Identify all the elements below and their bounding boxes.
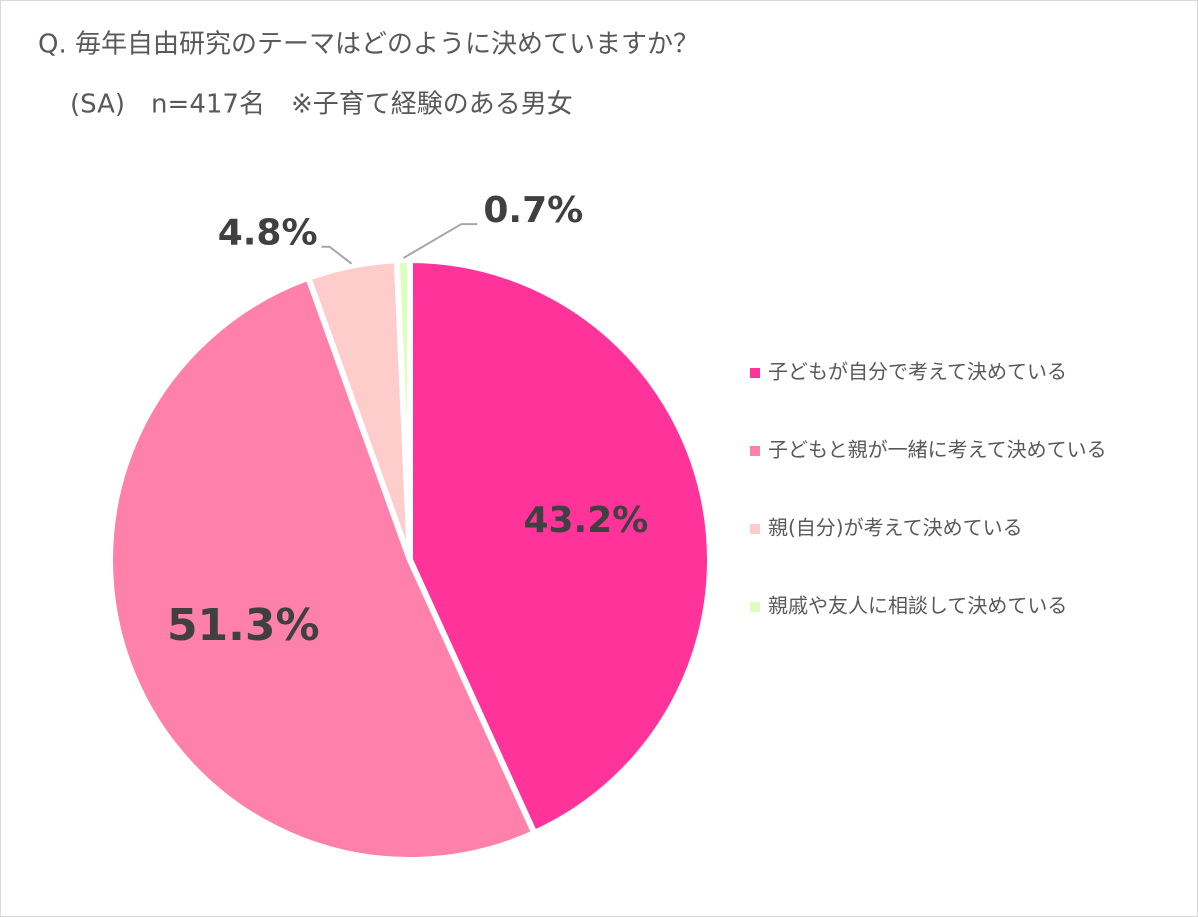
pie-slice <box>107 274 538 863</box>
leader-line <box>321 245 353 265</box>
legend-label: 親(自分)が考えて決めている <box>768 516 1023 540</box>
legend-swatch <box>750 524 760 534</box>
data-label: 0.7% <box>483 190 583 231</box>
legend-label: 親戚や友人に相談して決めている <box>768 594 1067 618</box>
pie-slice <box>393 257 413 563</box>
chart-subtitle: (SA) n=417名 ※子育て経験のある男女 <box>70 90 573 120</box>
legend-swatch <box>750 368 760 378</box>
data-label: 51.3% <box>167 600 320 651</box>
leader-line <box>402 223 478 259</box>
chart-title: Q. 毎年自由研究のテーマはどのように決めていますか？ <box>38 30 699 60</box>
data-label: 4.8% <box>218 213 318 254</box>
legend-label: 子どもが自分で考えて決めている <box>768 360 1067 384</box>
data-label: 43.2% <box>523 500 648 541</box>
legend-swatch <box>750 446 760 456</box>
pie-slice <box>407 257 713 837</box>
legend-label: 子どもと親が一緒に考えて決めている <box>768 438 1107 462</box>
legend-swatch <box>750 602 760 612</box>
